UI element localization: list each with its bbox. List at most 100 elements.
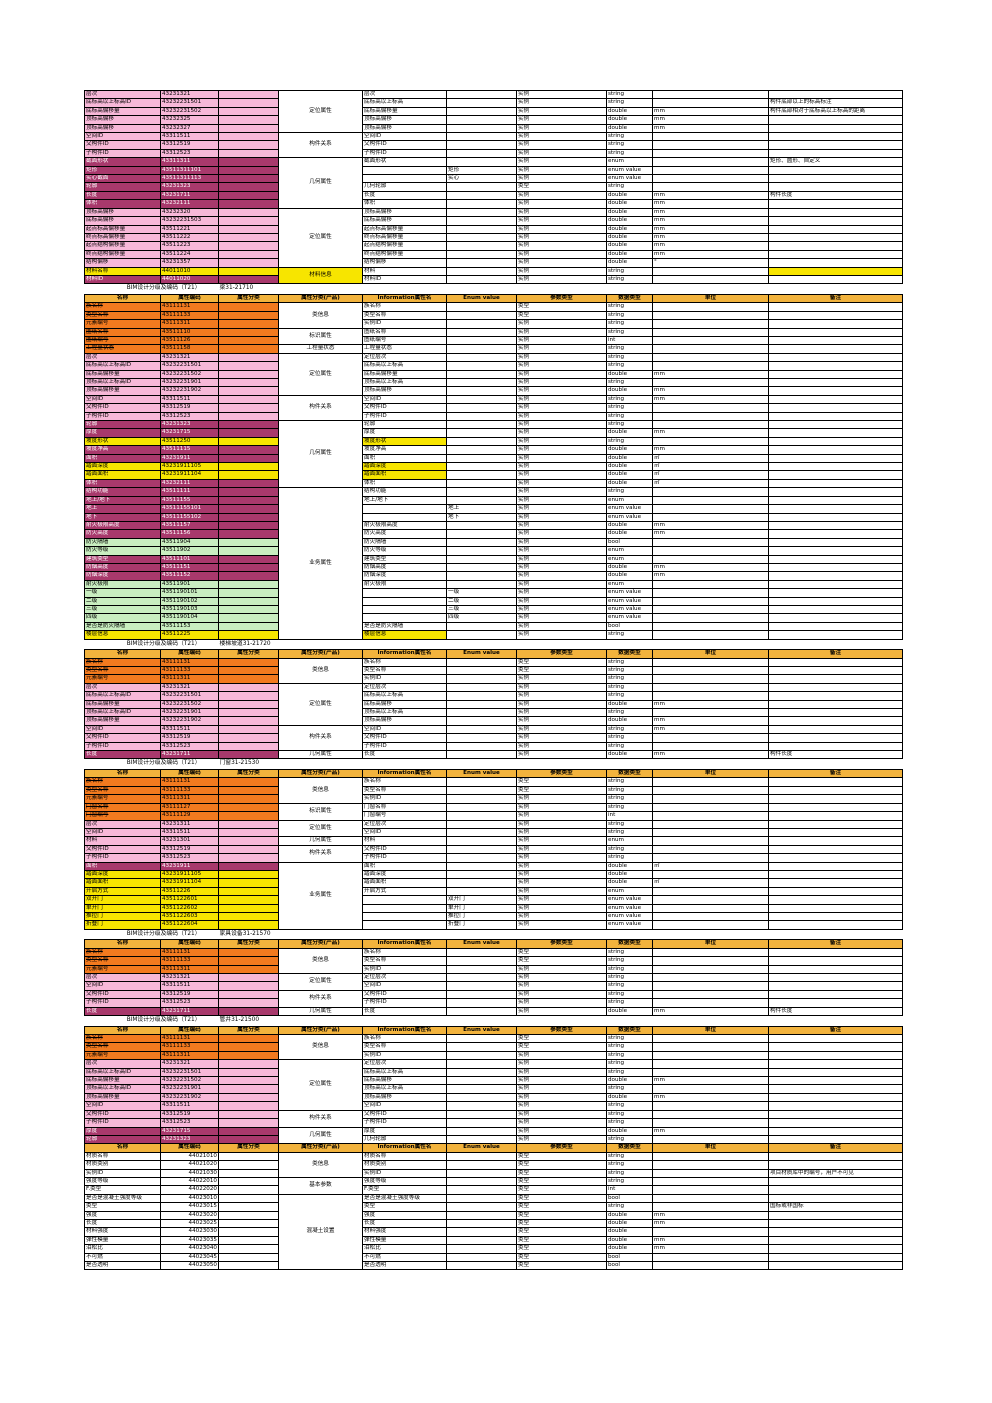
cell-col-7 — [652, 1050, 769, 1061]
cell-col-6: double — [606, 241, 653, 251]
cell-col-6: string — [606, 182, 653, 192]
category-swatch-cell — [218, 554, 279, 564]
table-row: 顶标高偏移量 43232231902 顶标高偏移 实例 double mm — [84, 716, 903, 726]
cell-col-8 — [768, 1252, 903, 1263]
category-swatch-cell — [218, 216, 279, 226]
cell-col-5: 实例 — [516, 724, 607, 735]
table-row: 底标高偏移量 43232231502 底标高偏移量 实例 double mm — [84, 369, 903, 380]
cell-col-3: 顶标高偏移 — [362, 115, 447, 125]
cell-col-8 — [768, 420, 903, 430]
cell-col-3: 底标高偏移量 — [362, 106, 447, 117]
attribute-code-cell: 43511901 — [160, 579, 219, 590]
cell-col-4 — [446, 462, 517, 472]
cell-col-4 — [446, 844, 517, 855]
cell-col-5: 类型 — [516, 310, 607, 321]
cell-col-4 — [446, 1227, 517, 1237]
attribute-name-cell: 类型名称 — [84, 310, 161, 321]
column-header: 属性分类(产品) — [278, 649, 363, 659]
category-swatch-cell — [218, 123, 279, 134]
table-row: 类型名称 43111133 类型名称 类型 string — [84, 956, 903, 966]
cell-col-5: 实例 — [516, 352, 607, 363]
cell-col-8 — [768, 232, 903, 243]
cell-col-7 — [652, 895, 769, 905]
attribute-name-cell: 长度 — [84, 1006, 161, 1017]
attribute-name-cell: 泊松比 — [84, 1244, 161, 1254]
category-swatch-cell — [218, 811, 279, 821]
category-swatch-cell — [218, 1126, 279, 1136]
cell-col-6: string — [606, 411, 653, 422]
cell-col-4: 一级 — [446, 588, 517, 598]
attribute-code-cell: 43111311 — [160, 1050, 219, 1061]
cell-col-4 — [446, 956, 517, 966]
group-name-cell: 类信息 — [278, 1034, 363, 1061]
cell-col-4 — [446, 436, 517, 447]
section-code: 家具设备31-21570 — [219, 930, 271, 937]
table-row: 底标高以上标高ID 43232231501 底标高以上标高 实例 string — [84, 1067, 903, 1078]
attribute-code-cell: 43231911 — [160, 861, 219, 871]
attribute-code-cell: 43231715 — [160, 1126, 219, 1136]
cell-col-6: double — [606, 562, 653, 573]
cell-col-5: 类型 — [516, 1260, 607, 1271]
cell-col-6: string — [606, 1160, 653, 1170]
cell-col-7 — [652, 596, 769, 606]
column-header: 单位 — [652, 649, 769, 659]
attribute-code-cell: 43312523 — [160, 1118, 219, 1128]
cell-col-5: 类型 — [516, 777, 607, 787]
cell-col-5: 实例 — [516, 274, 607, 285]
cell-col-3: 子构件ID — [362, 1118, 447, 1128]
table-row: 顶标高偏移 43232325 顶标高偏移 实例 double mm — [84, 115, 903, 125]
cell-col-5: 实例 — [516, 520, 607, 531]
category-swatch-cell — [218, 920, 279, 930]
attribute-name-cell: 底标高偏移量 — [84, 369, 161, 380]
cell-col-3 — [362, 903, 447, 913]
category-swatch-cell — [218, 657, 279, 668]
cell-col-8 — [768, 487, 903, 497]
cell-col-7: mm — [652, 716, 769, 726]
cell-col-3: 楼层信息 — [362, 630, 447, 640]
cell-col-7: mm — [652, 123, 769, 134]
cell-col-5: 实例 — [516, 579, 607, 590]
cell-col-6: bool — [606, 1260, 653, 1271]
cell-col-8 — [768, 777, 903, 787]
cell-col-7 — [652, 588, 769, 598]
cell-col-8 — [768, 853, 903, 863]
cell-col-6: double — [606, 123, 653, 134]
attribute-name-cell: 顶标高以上标高ID — [84, 1084, 161, 1094]
cell-col-4 — [446, 741, 517, 752]
cell-col-4 — [446, 579, 517, 590]
cell-col-3: 空间ID — [362, 724, 447, 735]
cell-col-3: 空间ID — [362, 827, 447, 838]
attribute-name-cell: 双开门 — [84, 895, 161, 905]
table-row: 踏面深度 43231911105 踏面深度 实例 double — [84, 869, 903, 880]
cell-col-7: mm — [652, 562, 769, 573]
cell-col-6: string — [606, 352, 653, 363]
cell-col-8 — [768, 266, 903, 276]
cell-col-3: 耐火极限高度 — [362, 520, 447, 531]
attribute-code-cell: 43231321 — [160, 352, 219, 363]
cell-col-6: string — [606, 1176, 653, 1187]
cell-col-4 — [446, 140, 517, 150]
cell-col-3: 底标高偏移 — [362, 1076, 447, 1086]
category-swatch-cell — [218, 344, 279, 354]
attribute-name-cell: 元素编号 — [84, 964, 161, 975]
column-header: 属性编码 — [160, 1143, 219, 1153]
cell-col-8 — [768, 132, 903, 142]
table-row: 子构件ID 43312523 子构件ID 实例 string — [84, 411, 903, 422]
cell-col-4 — [446, 232, 517, 243]
cell-col-3: 踏面面积 — [362, 878, 447, 888]
cell-col-4 — [446, 621, 517, 632]
section-title-row: BIM设计分级及编码（T21） 管井31-21500 — [85, 1016, 903, 1027]
category-swatch-cell — [218, 861, 279, 871]
column-header: 数据类型 — [606, 293, 653, 304]
category-swatch-cell — [218, 369, 279, 380]
cell-col-8 — [768, 998, 903, 1008]
cell-col-3: 防火隔墙 — [362, 537, 447, 548]
cell-col-6: string — [606, 794, 653, 804]
cell-col-3: 空间ID — [362, 132, 447, 142]
cell-col-3: 面积 — [362, 861, 447, 871]
cell-col-6: double — [606, 1006, 653, 1017]
cell-col-3 — [362, 174, 447, 184]
cell-col-8 — [768, 207, 903, 218]
category-swatch-cell — [218, 1109, 279, 1120]
table-row: 层次 43231321 定位属性 定位层次 实例 string — [84, 972, 903, 991]
